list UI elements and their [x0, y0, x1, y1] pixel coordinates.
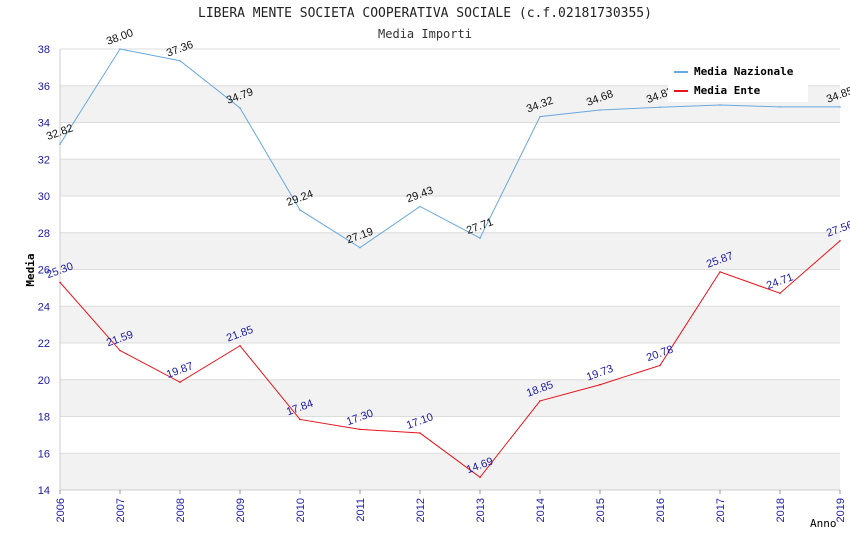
x-tick-label: 2016	[655, 498, 667, 522]
legend-entry: Media Nazionale	[694, 65, 794, 78]
data-point	[239, 344, 241, 347]
data-point	[539, 400, 541, 402]
data-point	[419, 205, 421, 208]
x-tick-label: 2010	[295, 498, 307, 522]
data-point	[599, 109, 601, 111]
data-point	[779, 106, 781, 108]
data-point	[539, 115, 541, 118]
data-point	[659, 106, 661, 109]
data-point	[719, 271, 721, 273]
data-label: 20.78	[645, 344, 675, 365]
data-point	[299, 418, 301, 421]
x-tick-label: 2009	[235, 498, 247, 522]
data-point	[179, 381, 181, 383]
data-point	[719, 104, 721, 106]
grid-band	[60, 453, 840, 490]
data-point	[239, 107, 241, 109]
y-tick-label: 20	[38, 375, 50, 387]
data-point	[119, 48, 121, 50]
y-axis-label: Media	[24, 253, 37, 286]
y-tick-label: 28	[38, 228, 50, 240]
data-point	[599, 383, 601, 386]
y-tick-label: 22	[38, 338, 50, 350]
series-line-media-nazionale	[59, 48, 840, 249]
axes	[59, 49, 840, 491]
grid-band	[60, 159, 840, 196]
y-tick-label: 14	[38, 485, 50, 497]
data-point	[59, 143, 61, 145]
y-tick-label: 38	[38, 44, 50, 56]
data-point	[839, 240, 841, 242]
grid-bands	[60, 85, 840, 490]
x-tick-label: 2006	[55, 498, 67, 522]
x-tick-label: 2015	[595, 498, 607, 522]
series-lines	[59, 48, 841, 479]
grid-band	[60, 306, 840, 343]
y-tick-label: 18	[38, 412, 50, 424]
x-tick-label: 2017	[715, 498, 727, 522]
x-tick-label: 2011	[355, 498, 367, 522]
data-label: 38.00	[105, 27, 135, 48]
y-ticks: 14 16 18 20 22 24 26 28 30 32 34 36 38	[38, 44, 50, 497]
data-point	[59, 281, 61, 284]
data-point	[659, 364, 661, 367]
y-tick-label: 16	[38, 448, 50, 460]
data-label: 19.87	[165, 360, 195, 381]
chart-subtitle: Media Importi	[378, 27, 472, 41]
data-label: 37.36	[165, 39, 195, 60]
x-tick-label: 2013	[475, 498, 487, 522]
chart-title: LIBERA MENTE SOCIETA COOPERATIVA SOCIALE…	[198, 6, 652, 21]
y-tick-label: 26	[38, 265, 50, 277]
legend: Media Nazionale Media Ente	[668, 60, 808, 102]
x-ticks: 2006 2007 2008 2009 2010 2011 2012 2013 2014 2015…	[55, 490, 847, 522]
legend-entry: Media Ente	[694, 84, 761, 97]
data-point	[479, 237, 481, 239]
x-tick-label: 2012	[415, 498, 427, 522]
data-point	[359, 428, 361, 431]
legend-box	[668, 60, 808, 102]
y-tick-label: 30	[38, 191, 50, 203]
y-tick-label: 34	[38, 118, 50, 130]
x-tick-label: 2019	[835, 498, 847, 522]
data-label: 24.71	[765, 271, 795, 292]
series-line-media-ente	[59, 240, 841, 479]
y-tick-label: 32	[38, 154, 50, 166]
x-tick-label: 2007	[115, 498, 127, 522]
grid-band	[60, 232, 840, 270]
data-point	[779, 292, 781, 295]
x-tick-label: 2018	[775, 498, 787, 522]
data-point	[179, 59, 181, 62]
data-point	[419, 432, 421, 434]
x-tick-label: 2014	[535, 498, 547, 522]
grid-band	[60, 379, 840, 417]
data-point	[479, 476, 481, 479]
data-point	[359, 246, 361, 249]
data-point	[839, 106, 841, 108]
x-axis-label: Anno	[810, 517, 837, 530]
data-point	[299, 209, 301, 211]
data-point	[119, 349, 121, 352]
data-label: 27.56	[825, 219, 850, 240]
y-tick-label: 24	[38, 301, 50, 313]
x-tick-label: 2008	[175, 498, 187, 522]
y-tick-label: 36	[38, 81, 50, 93]
